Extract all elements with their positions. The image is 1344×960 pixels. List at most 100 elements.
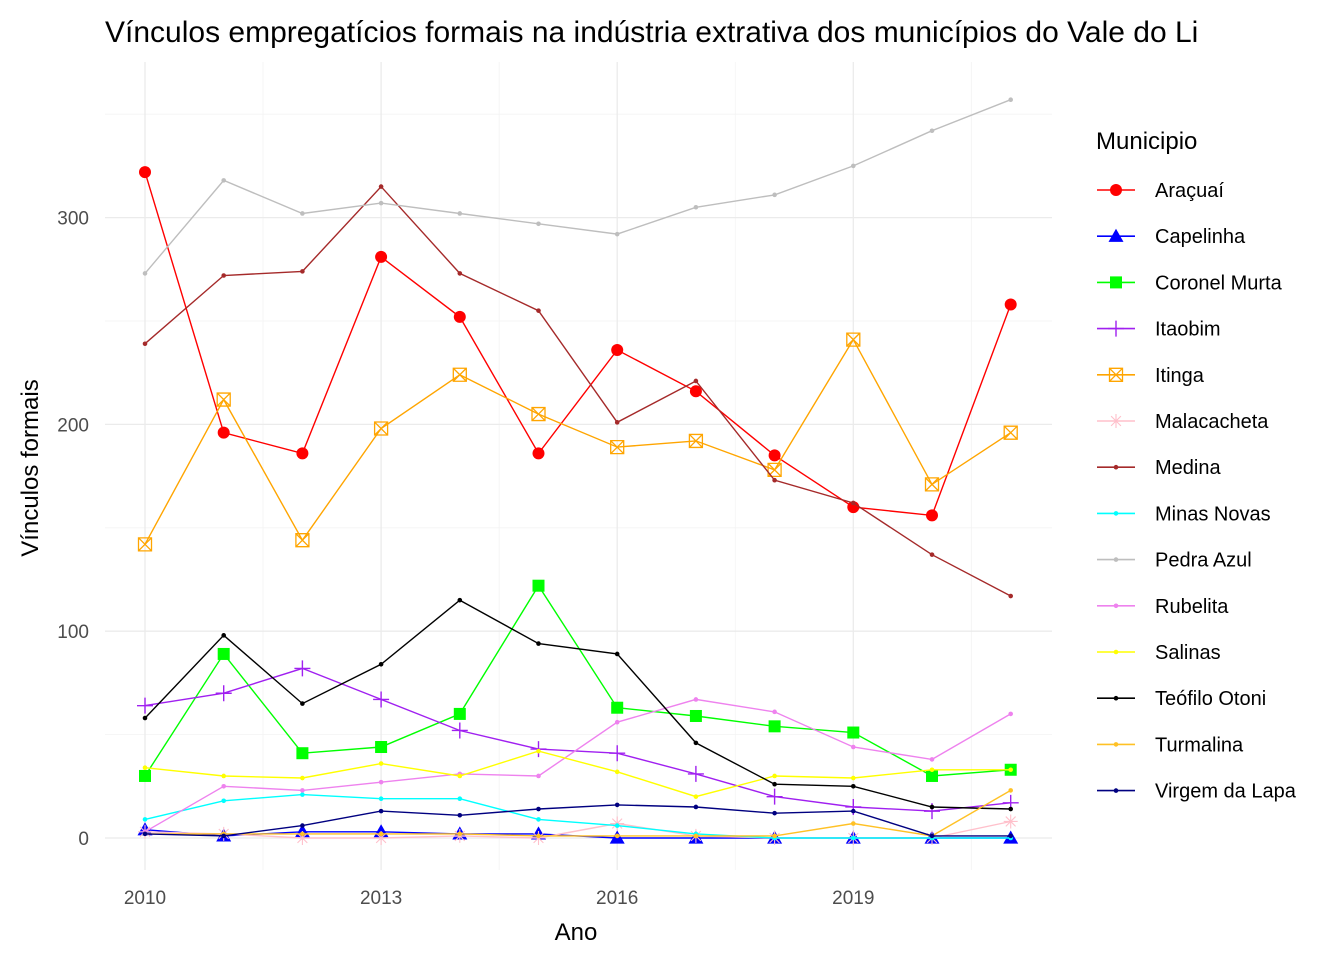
- data-point-teofilo-otoni: [457, 597, 463, 603]
- data-point-coronel-murta: [296, 747, 309, 760]
- data-point-salinas: [221, 773, 226, 779]
- legend-item-turmalina: Turmalina: [1097, 734, 1244, 756]
- data-point-itaobim: [451, 722, 468, 739]
- legend-key-marker-turmalina: [1113, 742, 1119, 747]
- series-line-teofilo-otoni: [144, 599, 1011, 810]
- data-point-aracuai: [375, 250, 388, 263]
- y-tick-label: 100: [57, 622, 89, 643]
- data-point-teofilo-otoni: [929, 804, 935, 810]
- legend-title: Municipio: [1096, 128, 1197, 155]
- y-axis-title: Vínculos formais: [17, 379, 44, 556]
- data-point-minas-novas: [536, 817, 541, 822]
- data-point-salinas: [300, 775, 305, 781]
- data-point-salinas: [536, 748, 541, 754]
- data-point-virgem-da-lapa: [851, 808, 856, 814]
- data-point-itaobim: [609, 745, 626, 762]
- series-rubelita: [142, 697, 1013, 835]
- series-aracuai: [139, 166, 1017, 522]
- data-point-itinga: [1003, 425, 1018, 440]
- data-point-itaobim: [687, 765, 704, 782]
- data-point-aracuai: [296, 447, 309, 460]
- data-point-rubelita: [929, 757, 935, 762]
- data-point-aracuai: [689, 385, 702, 398]
- data-point-coronel-murta: [453, 707, 466, 720]
- data-point-turmalina: [614, 833, 620, 839]
- data-point-coronel-murta: [532, 579, 545, 592]
- data-point-pedra-azul: [300, 211, 305, 216]
- legend-key-marker-medina: [1113, 464, 1119, 470]
- series-teofilo-otoni: [142, 597, 1013, 812]
- data-point-teofilo-otoni: [300, 701, 305, 706]
- legend-label-pedra-azul: Pedra Azul: [1155, 550, 1252, 572]
- data-point-coronel-murta: [768, 720, 781, 733]
- data-point-medina: [142, 341, 148, 347]
- data-point-pedra-azul: [457, 211, 463, 216]
- series-coronel-murta: [139, 579, 1017, 782]
- data-point-teofilo-otoni: [142, 715, 148, 721]
- series-line-rubelita: [144, 698, 1012, 833]
- data-point-pedra-azul: [851, 163, 856, 169]
- data-point-coronel-murta: [139, 769, 151, 782]
- legend-key-marker-itinga: [1108, 367, 1124, 382]
- series-line-aracuai: [144, 171, 1012, 517]
- data-point-rubelita: [614, 719, 620, 725]
- legend-label-medina: Medina: [1155, 457, 1221, 479]
- series-line-coronel-murta: [144, 584, 1011, 777]
- data-point-medina: [221, 273, 226, 278]
- legend-key-marker-malacacheta: [1109, 414, 1123, 428]
- legend-item-coronel-murta: Coronel Murta: [1097, 272, 1283, 294]
- data-point-itinga: [452, 367, 467, 382]
- data-point-salinas: [142, 765, 148, 770]
- data-point-malacacheta: [374, 831, 389, 845]
- legend-key-marker-pedra-azul: [1113, 557, 1119, 562]
- legend-label-turmalina: Turmalina: [1155, 734, 1244, 756]
- data-point-medina: [614, 420, 620, 425]
- series-capelinha: [137, 822, 1019, 844]
- x-tick-label: 2016: [596, 888, 638, 909]
- data-point-salinas: [772, 773, 777, 779]
- data-point-aracuai: [217, 426, 230, 439]
- legend-label-capelinha: Capelinha: [1155, 226, 1246, 248]
- data-point-malacacheta: [1003, 814, 1018, 829]
- data-point-pedra-azul: [772, 192, 777, 198]
- data-point-virgem-da-lapa: [142, 831, 148, 837]
- legend-key-marker-itaobim: [1108, 320, 1124, 337]
- data-point-salinas: [929, 767, 935, 773]
- data-point-turmalina: [851, 821, 856, 826]
- legend-label-minas-novas: Minas Novas: [1155, 503, 1271, 525]
- data-point-pedra-azul: [614, 231, 620, 237]
- legend-key-marker-virgem-da-lapa: [1113, 788, 1119, 793]
- legend-item-itaobim: Itaobim: [1097, 319, 1221, 341]
- legend-label-itinga: Itinga: [1155, 365, 1205, 387]
- data-point-salinas: [614, 769, 620, 775]
- data-point-rubelita: [221, 784, 226, 789]
- series-medina: [142, 184, 1013, 599]
- data-point-aracuai: [847, 501, 860, 514]
- data-point-salinas: [851, 775, 856, 781]
- data-point-coronel-murta: [689, 709, 702, 722]
- data-point-medina: [457, 271, 463, 276]
- data-point-medina: [772, 477, 777, 483]
- data-point-virgem-da-lapa: [772, 810, 777, 816]
- legend-item-medina: Medina: [1097, 457, 1221, 479]
- data-point-itinga: [531, 406, 546, 422]
- series-itinga: [137, 332, 1018, 552]
- data-point-itaobim: [766, 788, 783, 805]
- data-point-turmalina: [378, 831, 384, 837]
- data-point-rubelita: [300, 788, 305, 793]
- data-point-minas-novas: [142, 817, 148, 822]
- series-line-salinas: [144, 750, 1011, 798]
- data-point-medina: [851, 500, 856, 506]
- x-tick-label: 2010: [124, 888, 166, 909]
- data-point-teofilo-otoni: [851, 784, 856, 789]
- data-point-coronel-murta: [847, 726, 860, 739]
- series-line-itinga: [144, 338, 1012, 545]
- data-point-minas-novas: [221, 798, 226, 804]
- legend-key-marker-salinas: [1113, 649, 1119, 655]
- data-point-rubelita: [772, 709, 777, 715]
- y-tick-label: 300: [57, 209, 89, 230]
- data-point-itinga: [688, 433, 704, 449]
- data-point-pedra-azul: [142, 271, 148, 276]
- data-point-coronel-murta: [217, 647, 230, 660]
- data-point-coronel-murta: [926, 769, 938, 782]
